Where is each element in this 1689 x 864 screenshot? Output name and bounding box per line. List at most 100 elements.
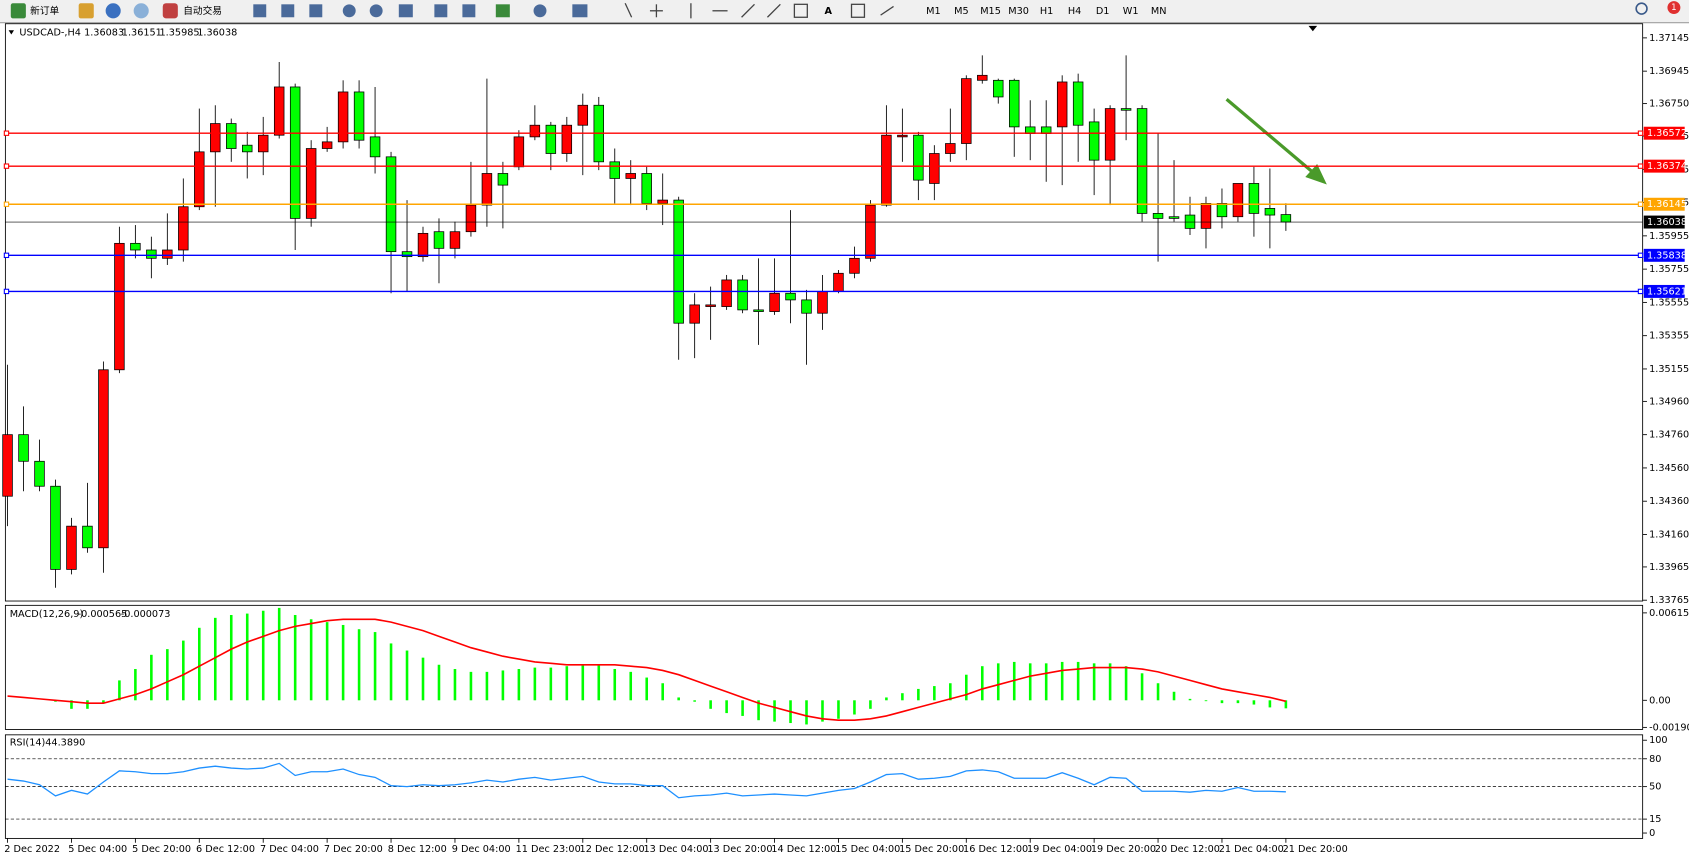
level-price-box [1643, 248, 1685, 262]
macd-histogram-bar [341, 624, 345, 701]
macd-histogram-bar [901, 693, 904, 701]
candle-body [529, 124, 541, 138]
macd-histogram-bar [357, 629, 361, 701]
timeframe-button[interactable]: H4 [1068, 6, 1081, 17]
macd-histogram-bar [533, 667, 537, 701]
macd-main-value: -0.000565 [78, 609, 128, 620]
macd-histogram-bar [1252, 700, 1256, 705]
macd-histogram-bar [837, 700, 840, 719]
y-tick-label: 1.34960 [1649, 396, 1689, 407]
y-tick-label: 80 [1649, 754, 1661, 765]
toolbar-icon[interactable] [462, 4, 476, 18]
macd-histogram-bar [1108, 663, 1112, 701]
macd-histogram-bar [277, 607, 281, 701]
y-tick-label: 1.35155 [1649, 364, 1689, 375]
arrow-shaft [1225, 98, 1319, 178]
macd-histogram-bar [661, 683, 664, 701]
toolbar-icon[interactable] [572, 4, 588, 18]
y-tick-label: 0 [1649, 828, 1655, 839]
macd-histogram-bar [980, 666, 984, 701]
y-tick-label: 1.34560 [1649, 463, 1689, 474]
auto-trading-button[interactable]: 自动交易 [183, 4, 222, 17]
candle-body [242, 144, 253, 153]
channel-tool[interactable] [766, 3, 781, 18]
arrows-tool[interactable] [880, 5, 894, 16]
toolbar-icon[interactable] [434, 4, 448, 18]
macd-histogram-bar [757, 700, 760, 721]
candle-body [1088, 121, 1100, 161]
macd-histogram-bar [821, 700, 824, 722]
candle-body [657, 199, 668, 204]
toolbar-icon[interactable] [133, 3, 149, 19]
candle-body [130, 242, 141, 251]
fibo-tool[interactable] [793, 3, 808, 18]
y-tick-label: 1.34760 [1649, 430, 1689, 441]
candle-body [1120, 108, 1132, 111]
macd-histogram-bar [965, 674, 968, 701]
toolbar-icon[interactable] [398, 4, 413, 18]
timeframe-button[interactable]: M1 [926, 6, 941, 17]
timeframe-button[interactable]: H1 [1040, 6, 1053, 17]
toolbar-icon[interactable] [78, 3, 94, 19]
search-icon[interactable] [1635, 2, 1648, 15]
timeframe-button[interactable]: M15 [980, 6, 1001, 17]
text-tool[interactable]: A [825, 6, 833, 17]
trendline-tool[interactable] [741, 3, 755, 18]
timeframe-button[interactable]: M30 [1008, 6, 1029, 17]
candle-body [577, 104, 589, 126]
y-tick-label: 15 [1649, 814, 1661, 825]
candle-body [369, 136, 381, 158]
macd-histogram-bar [773, 700, 776, 722]
level-handle [3, 201, 10, 207]
candle-body [625, 173, 636, 179]
macd-histogram-bar [198, 627, 201, 701]
notification-badge[interactable] [1667, 1, 1681, 15]
timeframe-button[interactable]: W1 [1123, 6, 1139, 17]
toolbar-icon[interactable] [105, 3, 121, 19]
macd-histogram-bar [1092, 663, 1096, 701]
y-tick-label: 1.37145 [1649, 33, 1689, 44]
macd-histogram-bar [70, 700, 73, 709]
chart-shift-marker[interactable] [1308, 25, 1318, 32]
macd-histogram-bar [293, 615, 297, 701]
toolbar-icon[interactable] [342, 4, 356, 18]
timeframe-button[interactable]: M5 [954, 6, 969, 17]
candle-body [1009, 79, 1020, 128]
cursor-tool[interactable] [624, 2, 633, 18]
level-handle [1637, 252, 1644, 259]
new-order-button[interactable]: 新订单 [30, 4, 59, 17]
symbol-menu-arrow[interactable] [8, 30, 15, 35]
toolbar-icon[interactable] [309, 4, 323, 18]
timeframe-button[interactable]: D1 [1096, 6, 1110, 17]
level-price-label: 1.35621 [1647, 286, 1687, 297]
y-tick-label: 100 [1649, 735, 1667, 746]
candle-body [961, 78, 972, 144]
auto-trading-icon[interactable] [162, 3, 178, 19]
candle-body [353, 91, 365, 141]
macd-histogram-bar [853, 700, 856, 715]
toolbar-icon[interactable] [281, 4, 295, 18]
toolbar-icon[interactable] [533, 4, 547, 18]
candle-body [1200, 203, 1212, 229]
macd-histogram-bar [677, 697, 680, 701]
toolbar-icons [253, 4, 588, 18]
timeframe-button[interactable]: MN [1151, 6, 1167, 17]
candle-body [705, 304, 716, 307]
x-tick-label: 6 Dec 12:00 [196, 844, 255, 855]
macd-histogram-bar [86, 700, 89, 709]
label-tool[interactable] [850, 3, 866, 18]
new-order-icon[interactable] [10, 3, 26, 19]
candle-body [82, 525, 93, 549]
candle-body [481, 173, 493, 206]
arrow-head [1305, 164, 1327, 185]
rsi-line [7, 762, 1286, 799]
toolbar-icon[interactable] [253, 4, 267, 18]
y-tick-label: 1.34360 [1649, 496, 1689, 507]
toolbar-icon[interactable] [369, 4, 383, 18]
candle-body [194, 151, 205, 208]
candle-body [146, 249, 157, 259]
toolbar-icon[interactable] [495, 4, 510, 18]
candle-body [993, 79, 1004, 98]
candle-body [98, 369, 109, 549]
level-handle [3, 163, 10, 169]
